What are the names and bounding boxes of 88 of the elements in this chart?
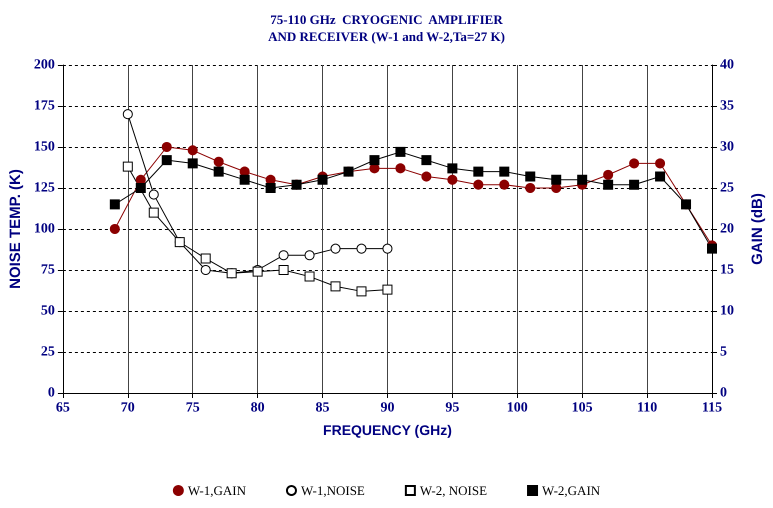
point xyxy=(382,284,392,295)
point xyxy=(122,162,133,172)
point xyxy=(603,180,614,190)
point xyxy=(395,163,406,174)
y-axis-title: NOISE TEMP. (K) xyxy=(7,169,24,289)
point xyxy=(369,155,380,166)
y-tick-label: 175 xyxy=(34,98,55,114)
x-tick-label: 80 xyxy=(250,400,265,416)
y2-tick-label: 5 xyxy=(720,344,727,360)
y-tick-label: 100 xyxy=(34,222,55,236)
x-tick-label: 110 xyxy=(636,400,658,416)
point xyxy=(148,190,159,200)
point xyxy=(577,174,588,185)
y2-tick-label: 35 xyxy=(720,98,734,114)
y2-tick-label: 25 xyxy=(720,180,734,196)
point xyxy=(330,244,341,254)
point xyxy=(110,199,120,210)
y-tick-label: 25 xyxy=(40,344,55,360)
y2-tick-label: 20 xyxy=(720,222,734,236)
point xyxy=(655,158,666,168)
point xyxy=(356,244,366,254)
legend-label: W-1,GAIN xyxy=(188,483,247,498)
point xyxy=(240,174,250,185)
x-tick-label: 95 xyxy=(445,400,460,416)
point xyxy=(330,281,341,292)
point xyxy=(278,250,289,260)
point xyxy=(200,265,211,275)
x-tick-label: 90 xyxy=(380,400,394,416)
y-tick-label: 0 xyxy=(48,386,55,400)
point xyxy=(551,174,562,185)
point xyxy=(473,180,484,190)
y2-tick-label: 30 xyxy=(720,140,734,154)
point xyxy=(629,180,640,190)
point xyxy=(188,145,198,156)
point xyxy=(162,155,172,166)
y2-tick-label: 15 xyxy=(720,262,734,278)
x-tick-label: 85 xyxy=(316,400,330,416)
y-tick-label: 125 xyxy=(34,180,55,196)
point xyxy=(655,172,666,182)
point xyxy=(200,254,211,264)
point xyxy=(174,237,185,248)
point xyxy=(382,244,392,254)
point xyxy=(421,155,432,166)
point xyxy=(304,272,315,282)
y2-tick-label: 40 xyxy=(720,58,734,72)
y-tick-label: 150 xyxy=(34,140,55,154)
point xyxy=(122,109,133,120)
point xyxy=(603,170,614,180)
point xyxy=(525,183,536,193)
y2-tick-label: 10 xyxy=(720,304,734,318)
y-tick-label: 200 xyxy=(34,58,55,72)
x-tick-label: 70 xyxy=(120,400,135,416)
point xyxy=(473,166,484,177)
point xyxy=(278,265,289,275)
point xyxy=(110,224,120,234)
point xyxy=(447,163,458,174)
point xyxy=(214,166,224,177)
point xyxy=(395,146,406,157)
y2-axis-title: GAIN (dB) xyxy=(749,193,766,265)
point xyxy=(148,208,159,218)
point xyxy=(188,158,198,168)
point xyxy=(447,174,458,185)
x-tick-label: 100 xyxy=(506,400,528,416)
point xyxy=(266,183,276,193)
x-axis-title: FREQUENCY (GHz) xyxy=(323,422,452,438)
point xyxy=(629,158,640,168)
point xyxy=(499,180,510,190)
point xyxy=(525,172,536,182)
point xyxy=(356,286,366,296)
x-tick-label: 115 xyxy=(702,400,722,416)
x-tick-label: 75 xyxy=(186,400,200,416)
y-tick-label: 50 xyxy=(40,304,55,318)
point xyxy=(136,183,146,193)
point xyxy=(214,156,224,167)
legend-label: W-2, NOISE xyxy=(420,483,488,498)
point xyxy=(707,244,717,254)
point xyxy=(421,172,432,182)
chart-title: 75-110 GHz CRYOGENIC AMPLIFIER AND RECEIVER (W-1 and W-2,Ta=27 K) xyxy=(268,12,505,44)
point xyxy=(499,166,510,177)
point xyxy=(318,174,328,185)
legend-label: W-2,GAIN xyxy=(542,483,601,498)
x-tick-label: 65 xyxy=(56,400,70,416)
x-tick-label: 105 xyxy=(572,400,593,416)
point xyxy=(304,250,315,260)
y-tick-label: 75 xyxy=(40,262,55,278)
legend-label: W-1,NOISE xyxy=(300,483,365,498)
y2-tick-label: 0 xyxy=(720,386,727,400)
point xyxy=(162,142,172,152)
